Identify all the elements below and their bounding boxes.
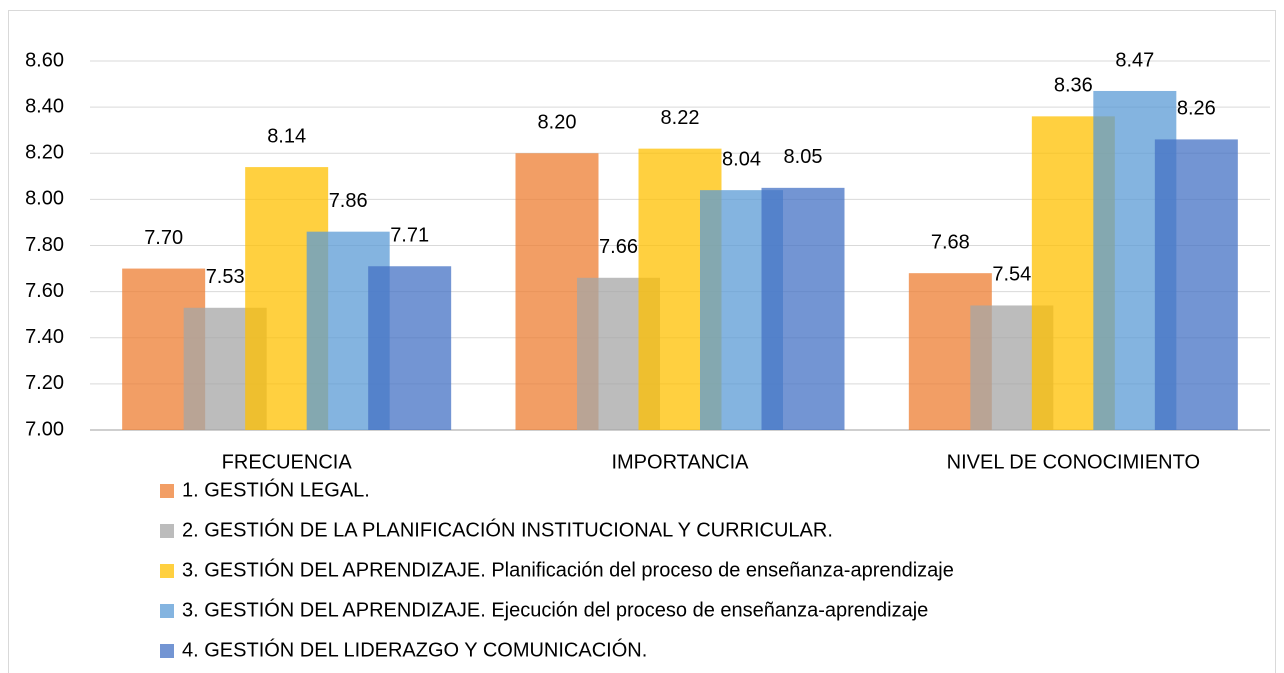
x-tick-label: NIVEL DE CONOCIMIENTO [947, 451, 1200, 473]
data-label: 8.22 [661, 107, 700, 129]
data-label: 8.26 [1177, 98, 1216, 120]
data-label: 7.86 [329, 190, 368, 212]
data-label: 7.53 [206, 266, 245, 288]
y-tick-label: 8.60 [25, 49, 64, 71]
bar [368, 266, 452, 430]
legend-label: 3. GESTIÓN DEL APRENDIZAJE. Planificació… [182, 558, 954, 581]
y-tick-label: 7.00 [25, 418, 64, 440]
data-label: 7.71 [390, 225, 429, 247]
data-label: 7.68 [931, 231, 970, 253]
x-tick-label: FRECUENCIA [222, 451, 353, 473]
x-tick-label: IMPORTANCIA [611, 451, 749, 473]
data-label: 7.66 [599, 236, 638, 258]
data-label: 8.14 [267, 125, 306, 147]
legend-label: 4. GESTIÓN DEL LIDERAZGO Y COMUNICACIÓN. [182, 638, 647, 661]
y-tick-label: 8.20 [25, 142, 64, 164]
legend-label: 1. GESTIÓN LEGAL. [182, 478, 370, 501]
legend-swatch [160, 564, 174, 578]
legend-label: 2. GESTIÓN DE LA PLANIFICACIÓN INSTITUCI… [182, 518, 833, 541]
y-tick-label: 7.80 [25, 234, 64, 256]
legend-swatch [160, 484, 174, 498]
y-tick-label: 7.60 [25, 280, 64, 302]
bar [1154, 139, 1238, 430]
legend-swatch [160, 644, 174, 658]
data-label: 8.36 [1054, 75, 1093, 97]
data-label: 8.20 [538, 112, 577, 134]
data-label: 8.47 [1115, 49, 1154, 71]
data-label: 7.70 [144, 227, 183, 249]
y-tick-label: 8.00 [25, 188, 64, 210]
y-tick-label: 7.40 [25, 326, 64, 348]
y-tick-label: 7.20 [25, 372, 64, 394]
data-label: 8.04 [722, 148, 761, 170]
bar [761, 187, 845, 430]
data-label: 8.05 [784, 146, 823, 168]
y-tick-label: 8.40 [25, 95, 64, 117]
legend-swatch [160, 524, 174, 538]
legend-label: 3. GESTIÓN DEL APRENDIZAJE. Ejecución de… [182, 598, 928, 621]
legend-swatch [160, 604, 174, 618]
data-label: 7.54 [992, 264, 1031, 286]
